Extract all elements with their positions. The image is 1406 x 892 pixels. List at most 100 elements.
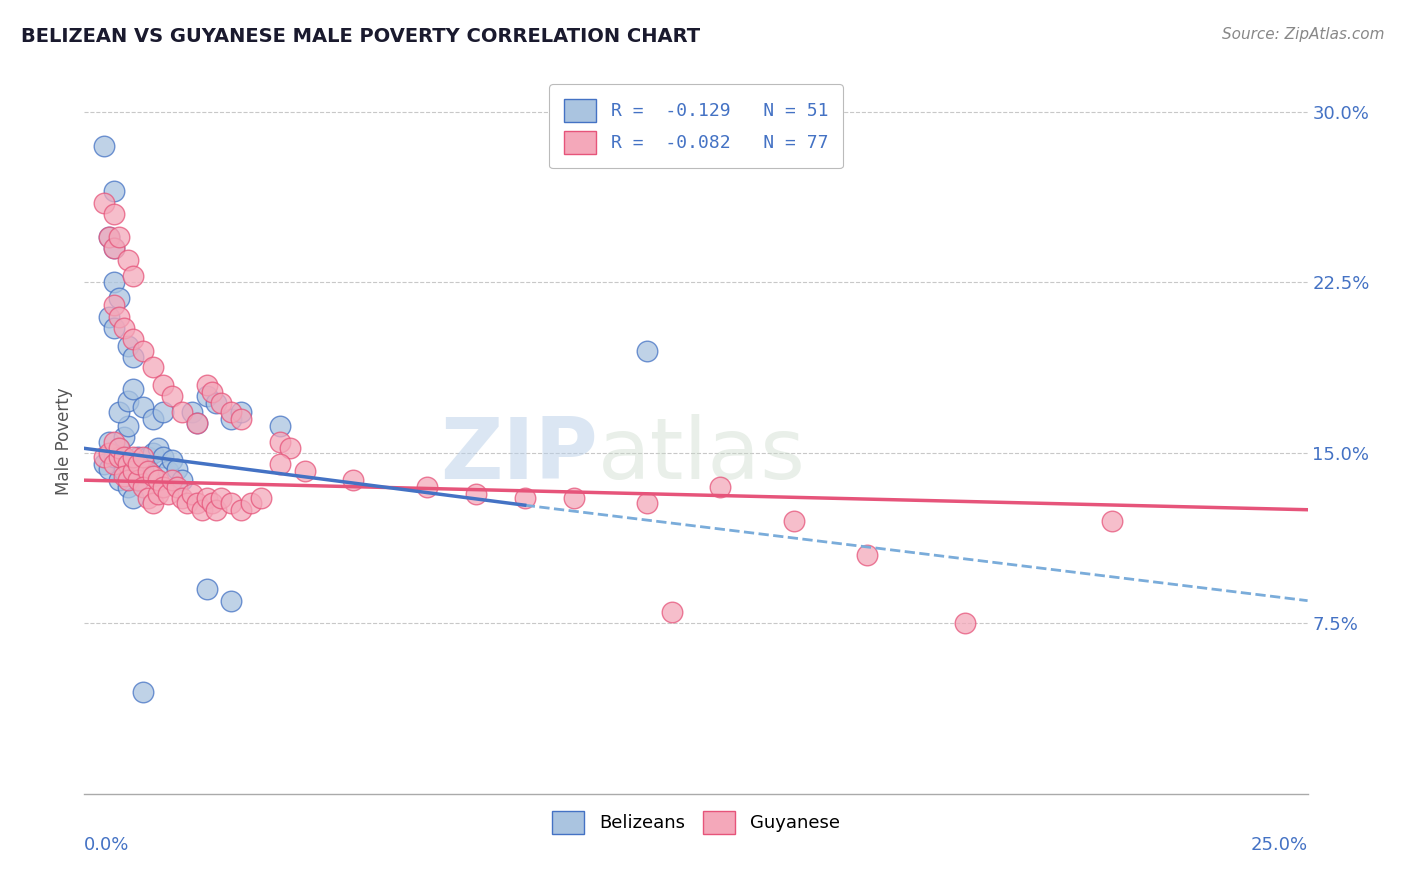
Text: 25.0%: 25.0% xyxy=(1250,836,1308,855)
Point xyxy=(103,457,125,471)
Point xyxy=(142,468,165,483)
Point xyxy=(107,450,129,465)
Point xyxy=(107,291,129,305)
Point xyxy=(152,405,174,419)
Point xyxy=(93,139,115,153)
Point xyxy=(146,473,169,487)
Point xyxy=(856,548,879,562)
Point xyxy=(122,351,145,365)
Point xyxy=(112,468,135,483)
Point xyxy=(97,310,120,324)
Point xyxy=(93,457,115,471)
Point xyxy=(186,417,208,431)
Point xyxy=(132,450,155,465)
Point xyxy=(132,401,155,415)
Point xyxy=(152,480,174,494)
Point xyxy=(122,382,145,396)
Point xyxy=(562,491,585,506)
Point xyxy=(239,496,262,510)
Point xyxy=(93,195,115,210)
Point xyxy=(146,487,169,501)
Point xyxy=(117,339,139,353)
Point xyxy=(166,480,188,494)
Text: ZIP: ZIP xyxy=(440,414,598,497)
Point xyxy=(117,452,139,467)
Point xyxy=(136,464,159,478)
Point xyxy=(953,616,976,631)
Point xyxy=(142,412,165,426)
Point xyxy=(142,359,165,374)
Point xyxy=(97,462,120,476)
Point xyxy=(117,473,139,487)
Point xyxy=(142,446,165,460)
Point xyxy=(176,496,198,510)
Point xyxy=(172,491,194,506)
Point xyxy=(136,491,159,506)
Point xyxy=(172,405,194,419)
Point xyxy=(152,377,174,392)
Point xyxy=(181,487,204,501)
Point xyxy=(162,452,184,467)
Point xyxy=(93,450,115,465)
Point xyxy=(513,491,536,506)
Point xyxy=(107,405,129,419)
Point xyxy=(195,389,218,403)
Point xyxy=(107,230,129,244)
Point xyxy=(636,496,658,510)
Text: atlas: atlas xyxy=(598,414,806,497)
Point xyxy=(103,298,125,312)
Point xyxy=(127,457,149,471)
Point xyxy=(146,442,169,456)
Point xyxy=(661,605,683,619)
Point xyxy=(122,457,145,471)
Point xyxy=(229,405,252,419)
Point xyxy=(219,593,242,607)
Point xyxy=(107,473,129,487)
Point xyxy=(117,480,139,494)
Point xyxy=(107,442,129,456)
Point xyxy=(186,496,208,510)
Point xyxy=(117,418,139,433)
Point xyxy=(783,514,806,528)
Point xyxy=(1101,514,1123,528)
Point xyxy=(136,450,159,465)
Point xyxy=(122,332,145,346)
Point xyxy=(195,582,218,597)
Point xyxy=(186,417,208,431)
Point xyxy=(219,496,242,510)
Point xyxy=(416,480,439,494)
Point xyxy=(195,377,218,392)
Point xyxy=(112,464,135,478)
Point xyxy=(229,412,252,426)
Point xyxy=(209,396,232,410)
Point xyxy=(103,207,125,221)
Point xyxy=(97,446,120,460)
Point xyxy=(200,496,222,510)
Point xyxy=(117,457,139,471)
Point xyxy=(103,434,125,449)
Point xyxy=(132,462,155,476)
Point xyxy=(342,473,364,487)
Point xyxy=(127,473,149,487)
Point xyxy=(172,473,194,487)
Point xyxy=(103,241,125,255)
Point xyxy=(166,462,188,476)
Point xyxy=(195,491,218,506)
Point xyxy=(132,480,155,494)
Point xyxy=(156,487,179,501)
Legend: Belizeans, Guyanese: Belizeans, Guyanese xyxy=(537,797,855,848)
Point xyxy=(162,473,184,487)
Point xyxy=(122,491,145,506)
Point xyxy=(205,502,228,516)
Point xyxy=(127,450,149,465)
Point xyxy=(117,393,139,408)
Point xyxy=(97,230,120,244)
Text: Source: ZipAtlas.com: Source: ZipAtlas.com xyxy=(1222,27,1385,42)
Point xyxy=(132,343,155,358)
Point xyxy=(117,252,139,267)
Point xyxy=(127,473,149,487)
Point xyxy=(107,310,129,324)
Point xyxy=(219,405,242,419)
Point xyxy=(205,396,228,410)
Text: BELIZEAN VS GUYANESE MALE POVERTY CORRELATION CHART: BELIZEAN VS GUYANESE MALE POVERTY CORREL… xyxy=(21,27,700,45)
